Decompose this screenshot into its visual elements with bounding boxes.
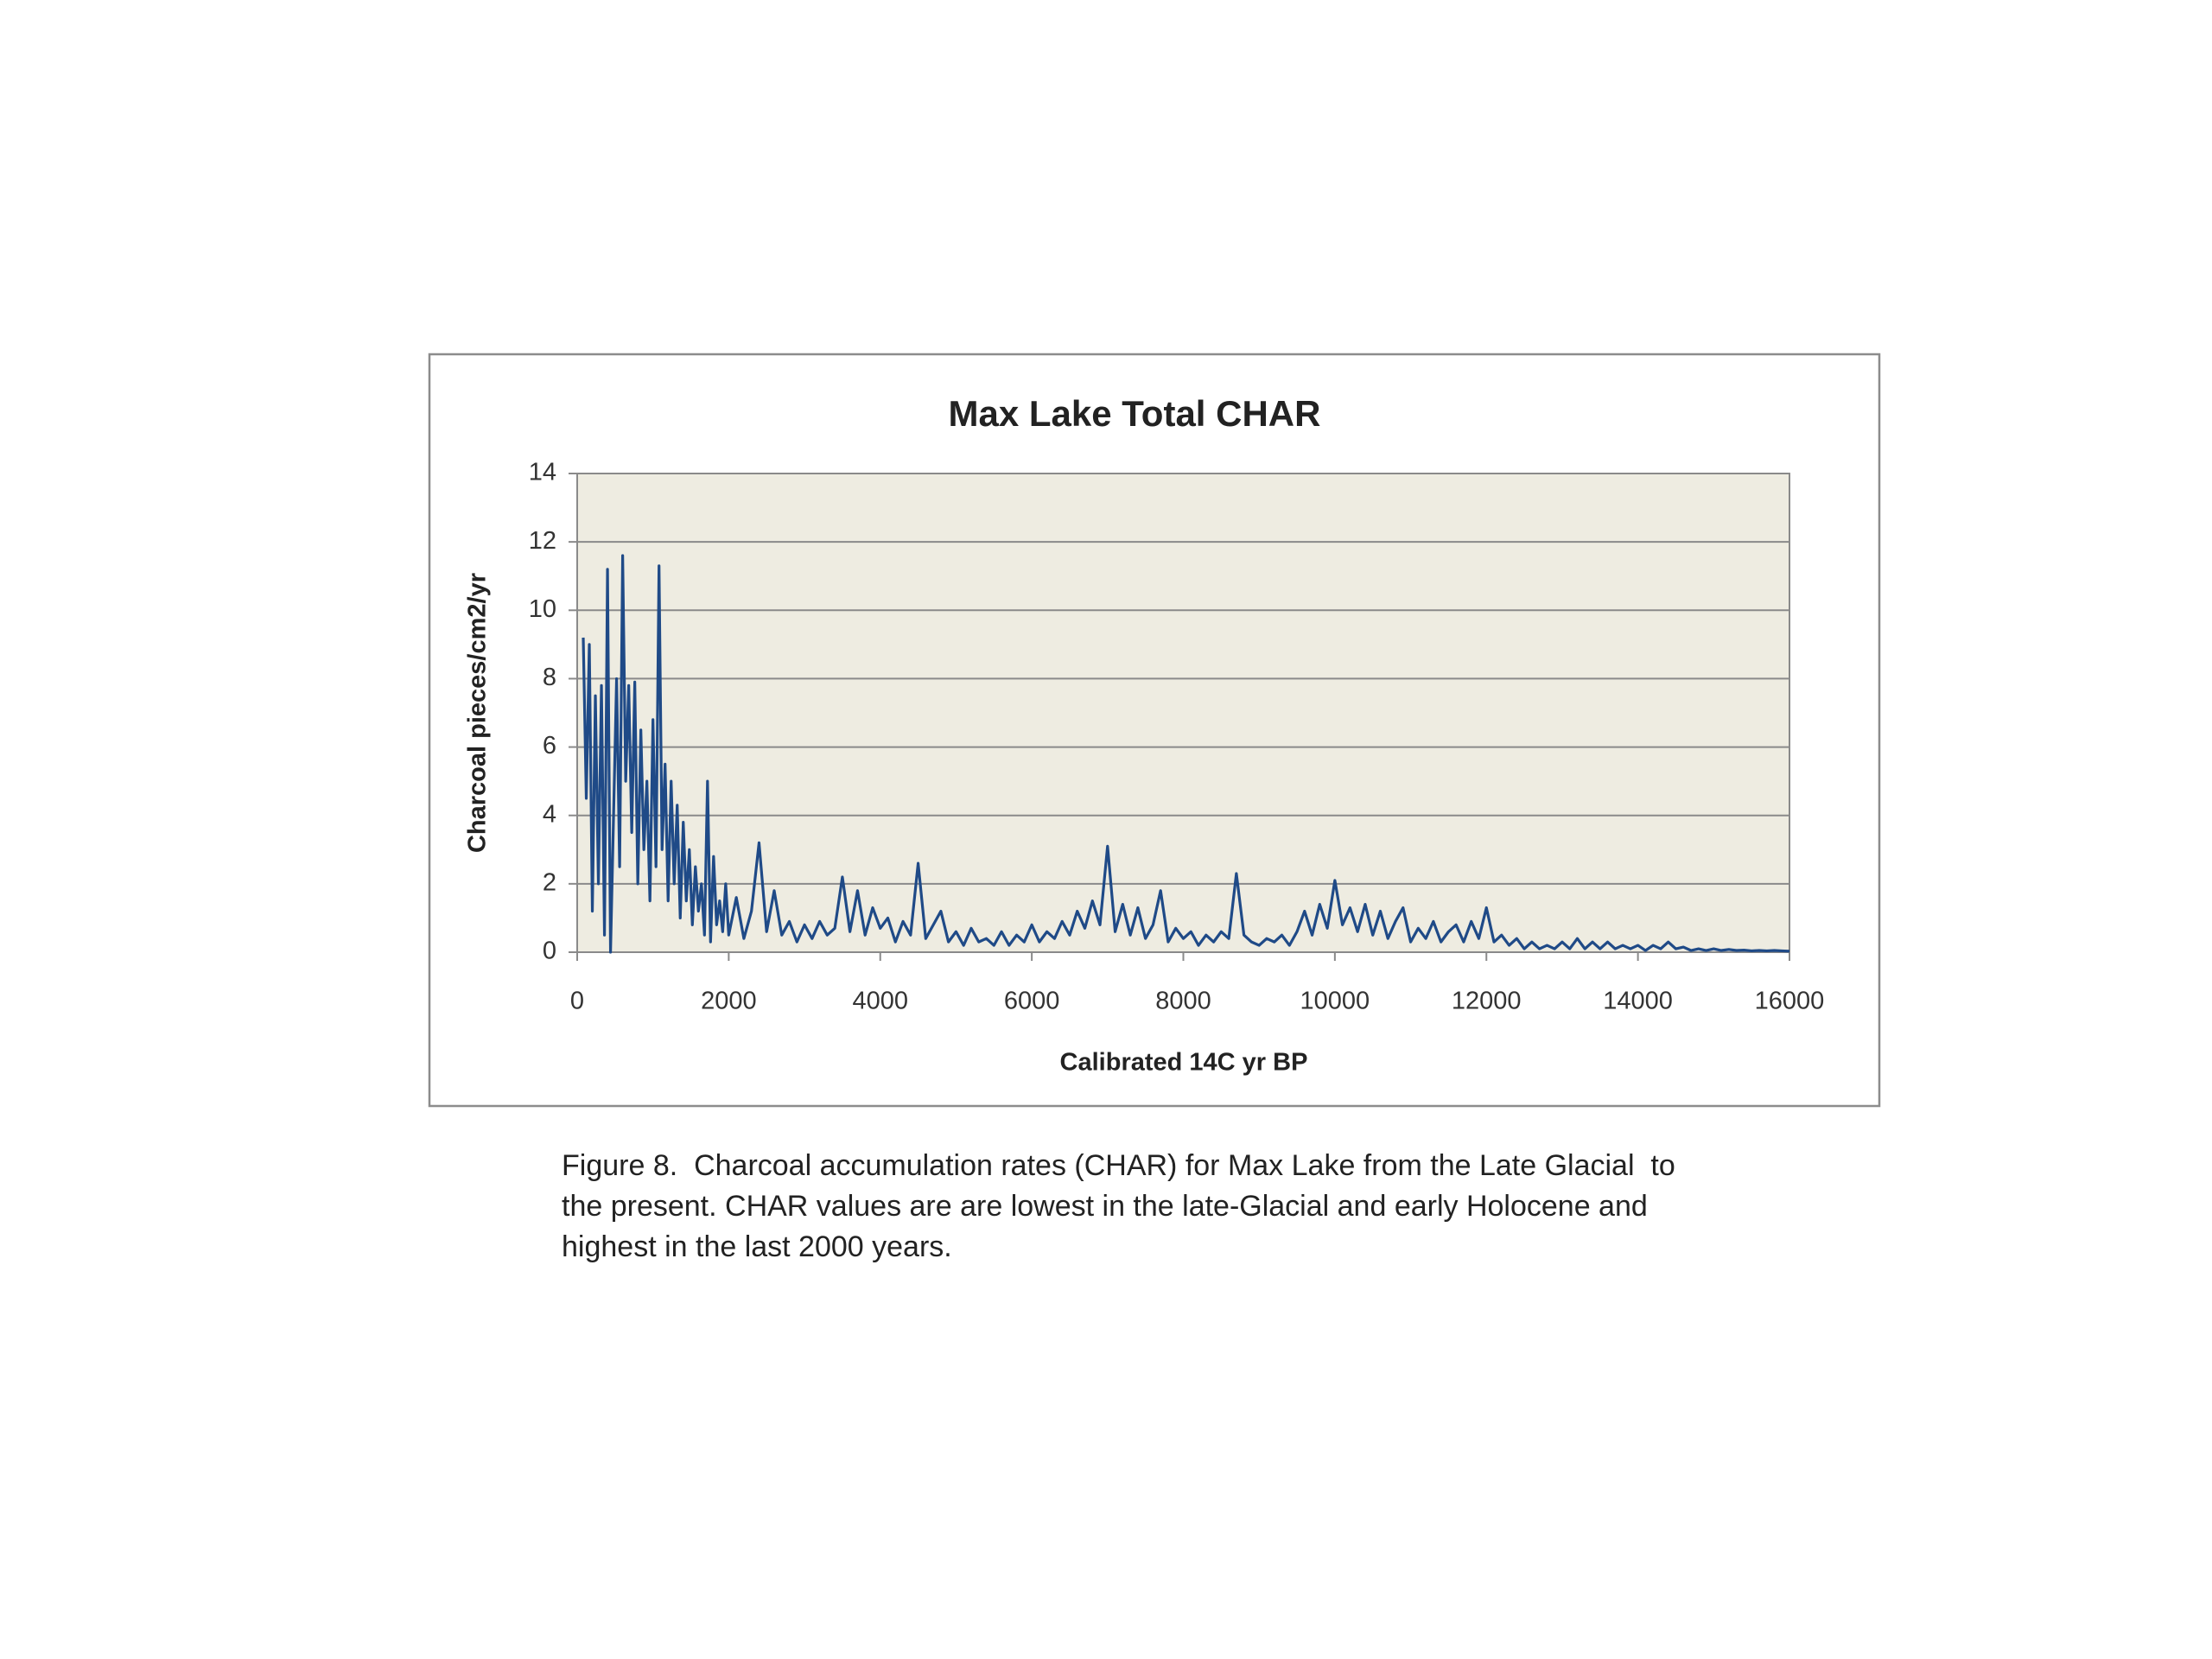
caption-line: highest in the last 2000 years. — [562, 1230, 952, 1263]
x-tick-label: 6000 — [1004, 988, 1060, 1015]
data-line — [582, 554, 1790, 954]
y-tick-label: 6 — [543, 732, 556, 760]
y-tick-label: 12 — [529, 527, 556, 555]
caption-line: the present. CHAR values are are lowest … — [562, 1190, 1648, 1223]
x-tick-label: 8000 — [1155, 988, 1211, 1015]
y-tick-label: 2 — [543, 869, 556, 897]
y-tick-label: 0 — [543, 938, 556, 965]
x-tick-label: 12000 — [1452, 988, 1522, 1015]
x-axis-label: Calibrated 14C yr BP — [1060, 1049, 1308, 1077]
y-tick-label: 10 — [529, 595, 556, 623]
plot-border — [576, 473, 1790, 953]
plot-area — [577, 474, 1789, 952]
caption-line: Figure 8. Charcoal accumulation rates (C… — [562, 1149, 1675, 1182]
x-tick-label: 0 — [570, 988, 584, 1015]
x-tick-label: 4000 — [852, 988, 908, 1015]
chart-title: Max Lake Total CHAR — [949, 393, 1321, 434]
x-tick-label: 14000 — [1603, 988, 1673, 1015]
x-tick-label: 16000 — [1755, 988, 1825, 1015]
y-tick-label: 8 — [543, 664, 556, 691]
y-axis-label: Charcoal pieces/cm2/yr — [464, 573, 492, 853]
y-tick-label: 14 — [529, 459, 556, 486]
x-tick-label: 10000 — [1300, 988, 1370, 1015]
x-tick-label: 2000 — [701, 988, 757, 1015]
y-tick-label: 4 — [543, 800, 556, 828]
